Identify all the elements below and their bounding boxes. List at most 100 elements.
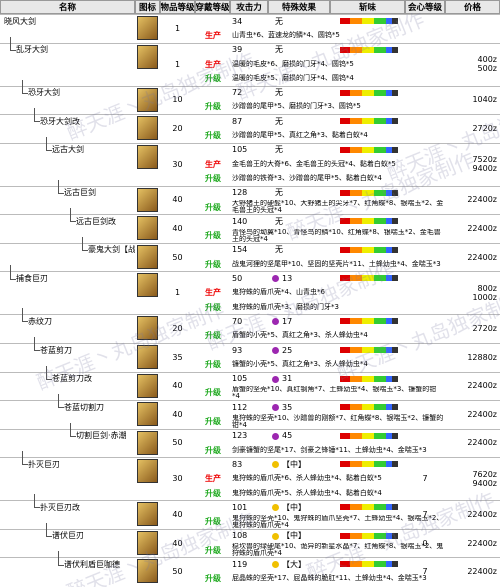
tree-line	[34, 336, 35, 351]
weapon-icon	[137, 216, 158, 241]
row-border	[0, 185, 500, 187]
material-kind: 生产	[205, 288, 221, 298]
materials: 盾蟹的小壳*5、真红之角*3、杀人蜂幼虫*4	[232, 331, 368, 340]
sharpness-segment	[362, 404, 374, 411]
weapon-icon	[137, 430, 158, 455]
price-value: 22400z	[467, 195, 497, 205]
price-value: 2720z	[472, 324, 497, 334]
sharpness-segment	[386, 218, 392, 225]
weapon-icon	[137, 559, 158, 584]
rarity: 50	[172, 567, 183, 577]
materials: 鬼狩蛛的盾爪壳*3、磨损的门牙*3	[232, 302, 339, 311]
sharpness-segment	[386, 189, 392, 196]
sharpness-segment	[350, 532, 362, 539]
attack: 105	[232, 145, 248, 155]
sharpness-segment	[350, 118, 362, 125]
sharpness-segment	[374, 275, 386, 282]
row-border	[0, 214, 500, 216]
weapon-icon	[137, 402, 158, 427]
material-kind: 升级	[205, 417, 221, 427]
weapon-name: 豪鬼大剑【战锤】	[88, 245, 135, 255]
attack: 112	[232, 402, 248, 412]
sharpness-segment	[362, 189, 374, 196]
attack: 119	[232, 560, 248, 570]
material-kind: 升级	[205, 131, 221, 141]
attack: 154	[232, 245, 248, 255]
sharpness-segment	[350, 561, 362, 568]
sharpness-segment	[386, 561, 392, 568]
material-kind: 升级	[205, 259, 221, 269]
sharpness-segment	[374, 461, 386, 468]
sharpness	[340, 275, 398, 282]
sharpness-segment	[374, 218, 386, 225]
sharpness-segment	[386, 461, 392, 468]
row-border	[0, 42, 500, 44]
weapon-name: 赤纹刀	[28, 316, 52, 326]
sharpness-segment	[362, 318, 374, 325]
sharpness-segment	[350, 346, 362, 353]
weapon-icon	[137, 459, 158, 484]
materials: 屁晶蛛的坚壳*17、屁晶蛛的脆肛*11、土蜂幼虫*4、金喘玉*3	[232, 574, 427, 583]
materials: 沙蹭兽的尾甲*5、磨损的门牙*3、圆钨*5	[232, 102, 361, 111]
price-value: 1000z	[472, 292, 497, 302]
sharpness	[340, 218, 398, 225]
sharpness-segment	[386, 346, 392, 353]
sharpness-segment	[340, 246, 350, 253]
material-kind: 升级	[205, 202, 221, 212]
rarity: 10	[172, 95, 183, 105]
rarity: 20	[172, 123, 183, 133]
sharpness	[340, 118, 398, 125]
price-value: 800z	[477, 283, 497, 293]
tree-line	[70, 208, 71, 222]
sharpness	[340, 375, 398, 382]
header-cell: 斩味	[330, 0, 405, 14]
materials: 青怪鸟的坳翼*10、青怪鸟的鳞*10、红角蝶*8、银喘玉*2、金毛兽王的头冠*4	[232, 228, 441, 243]
attack: 105	[232, 374, 248, 384]
row-border	[0, 142, 500, 144]
element-icon	[272, 432, 279, 440]
sharpness-segment	[362, 46, 374, 53]
attack: 101	[232, 502, 248, 512]
price-value: 2720z	[472, 123, 497, 133]
affinity: 7	[422, 474, 428, 484]
element-icon	[272, 461, 279, 469]
price: 2720z	[445, 114, 500, 143]
sharpness-segment	[374, 246, 386, 253]
sharpness-segment	[374, 18, 386, 24]
rarity: 1	[174, 23, 181, 33]
materials: 鬼狩蛛的盾爪壳*6、杀人蜂幼虫*4、黏着白蚁*5	[232, 474, 382, 483]
special: 无	[275, 145, 283, 155]
materials: 沙蹭兽的尾甲*5、真红之角*3、黏着白蚁*4	[232, 131, 368, 140]
sharpness	[340, 189, 398, 196]
tree-line	[46, 136, 47, 150]
tree-line	[46, 535, 52, 537]
sharpness-segment	[350, 189, 362, 196]
attack: 128	[232, 188, 248, 198]
sharpness-segment	[386, 118, 392, 125]
tree-line	[22, 308, 23, 322]
sharpness-segment	[362, 432, 374, 439]
rarity: 40	[172, 195, 183, 205]
attack: 123	[232, 431, 248, 441]
materials: 镰蟹的小壳*5、真红之角*3、杀人蜂幼虫*4	[232, 359, 368, 368]
rarity: 40	[172, 223, 183, 233]
sharpness-segment	[340, 375, 350, 382]
rarity: 20	[172, 324, 183, 334]
sharpness-segment	[362, 275, 374, 282]
price-value: 500z	[477, 64, 497, 74]
tree-line	[58, 551, 59, 565]
affinity: 7	[422, 509, 428, 519]
price-value: 22400z	[467, 381, 497, 391]
attack: 93	[232, 345, 243, 355]
element-icon	[272, 404, 279, 412]
material-kind: 升级	[205, 102, 221, 112]
price-value: 22400z	[467, 409, 497, 419]
sharpness	[340, 561, 398, 568]
materials: 鬼狩蛛的盾爪壳*4、山青虫*6	[232, 288, 325, 297]
element-icon	[272, 375, 279, 383]
sharpness	[340, 18, 398, 24]
weapon-icon	[137, 273, 158, 298]
header-cell: 特殊效果	[268, 0, 330, 14]
weapon-icon	[137, 16, 158, 40]
